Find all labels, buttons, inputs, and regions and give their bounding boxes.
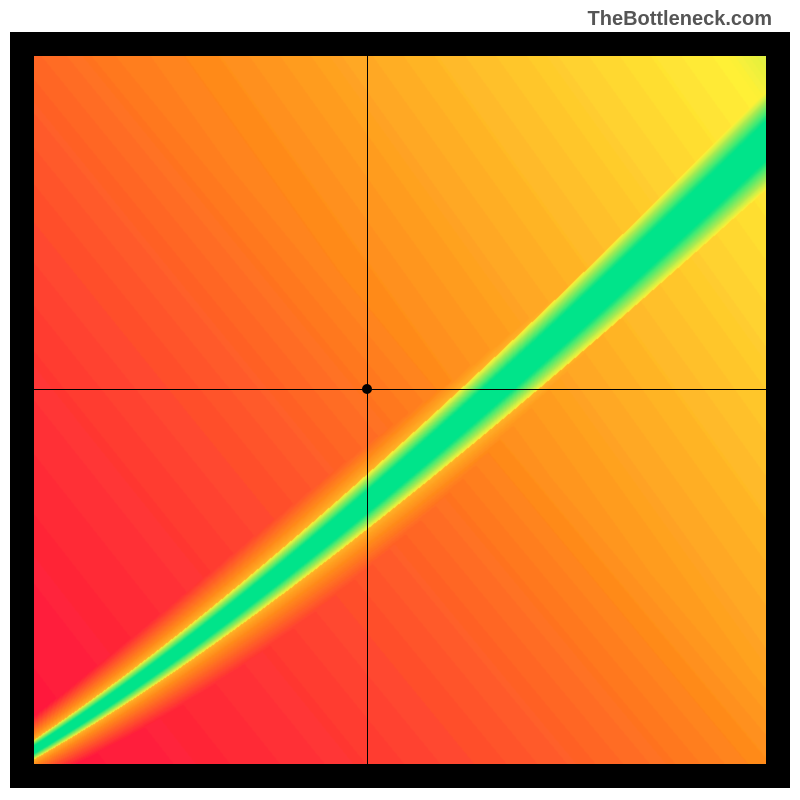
watermark-text: TheBottleneck.com [588, 8, 772, 31]
crosshair-dot [362, 384, 372, 394]
heatmap-plot [34, 56, 766, 764]
crosshair-vertical [367, 56, 368, 764]
heatmap-canvas [34, 56, 766, 764]
crosshair-horizontal [34, 389, 766, 390]
